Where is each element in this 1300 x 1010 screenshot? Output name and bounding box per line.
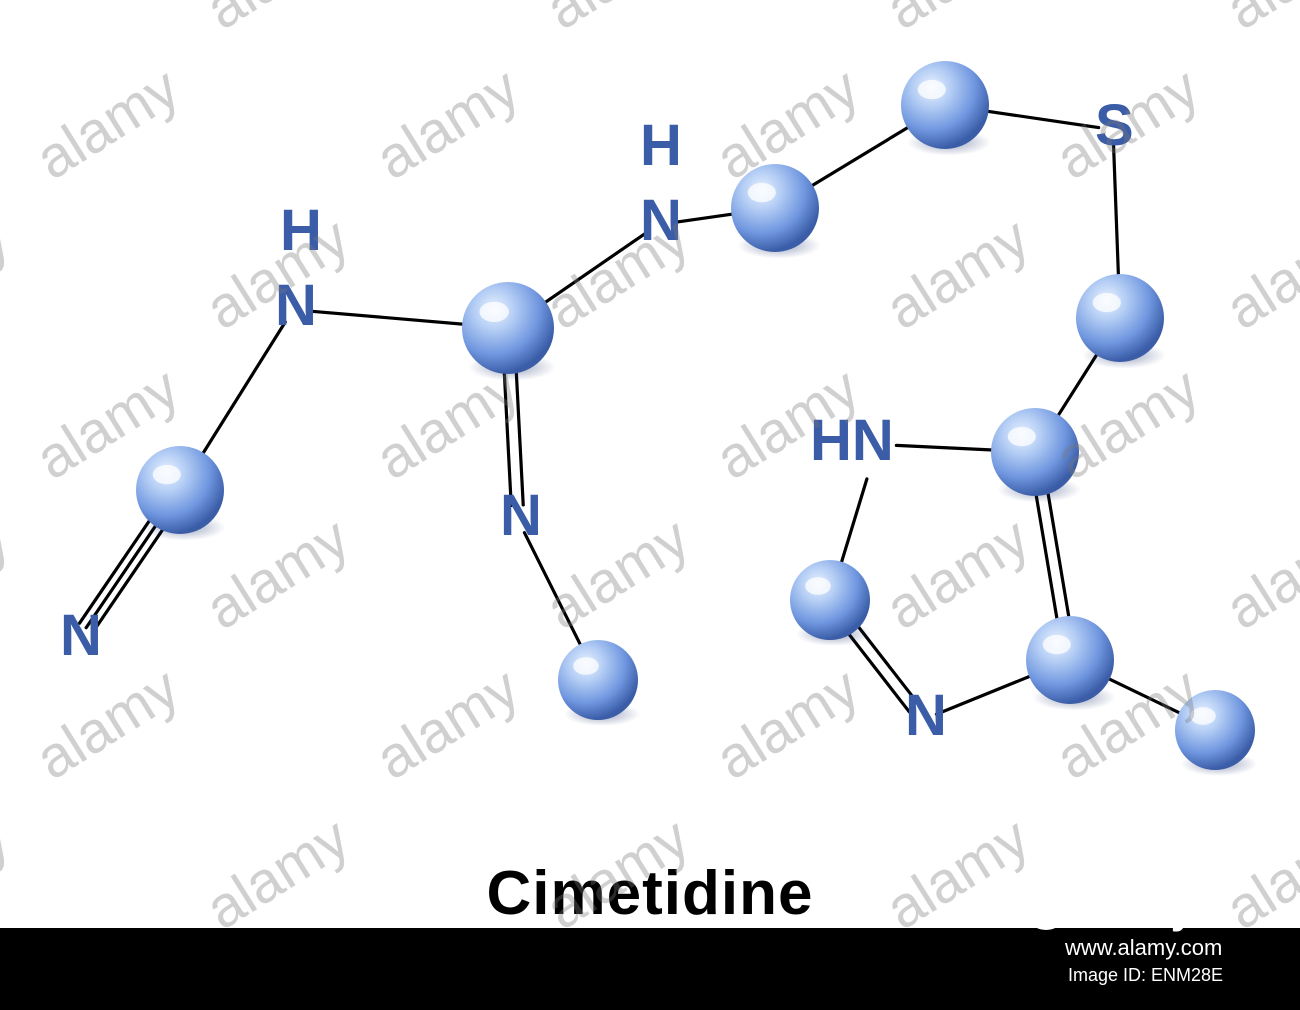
alamy-brand-text: alamy — [1075, 885, 1194, 933]
atom-sphere — [991, 408, 1079, 496]
atom-sphere — [731, 164, 819, 252]
atom-sphere — [1175, 690, 1255, 770]
atom-sphere — [1076, 274, 1164, 362]
atom-label: N — [905, 682, 947, 749]
atom-sphere — [790, 560, 870, 640]
atom-label: N — [275, 272, 317, 339]
atom-label: N — [640, 187, 682, 254]
diagram-canvas: NNHNHNSHNN Cimetidine — [0, 0, 1300, 1010]
atom-sphere — [558, 640, 638, 720]
alamy-logo: a alamy — [1025, 885, 1194, 933]
atom-label: S — [1095, 92, 1134, 159]
atom-sphere — [901, 61, 989, 149]
atom-label: N — [60, 602, 102, 669]
atom-label: H — [640, 112, 682, 179]
atom-sphere — [1026, 616, 1114, 704]
alamy-ring-letter: a — [1039, 894, 1053, 925]
alamy-tagline: www.alamy.com — [1065, 935, 1222, 961]
alamy-ring-icon: a — [1025, 888, 1067, 930]
image-id-label: Image ID: ENM28E — [1068, 965, 1223, 986]
atom-sphere — [462, 282, 554, 374]
atom-label: H — [280, 197, 322, 264]
atom-label: HN — [810, 407, 894, 474]
atom-label: N — [500, 482, 542, 549]
atom-sphere — [136, 446, 224, 534]
